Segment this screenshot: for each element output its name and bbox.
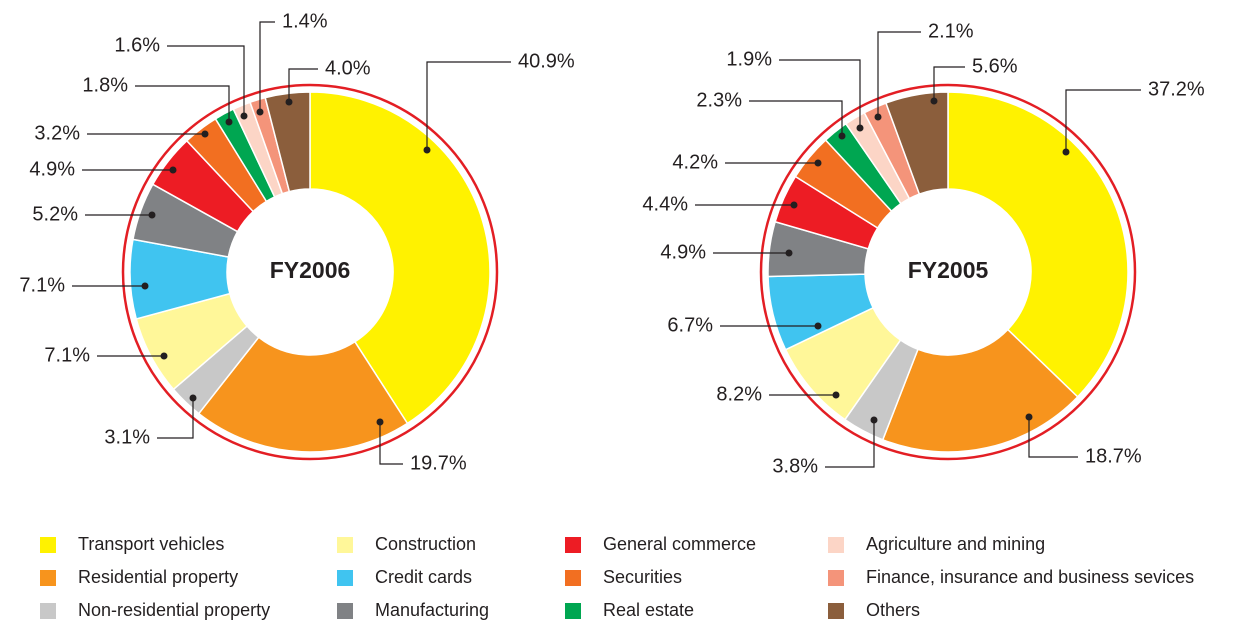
center-label: FY2006 xyxy=(270,257,351,283)
legend-swatch xyxy=(337,603,353,619)
leader-dot xyxy=(160,352,168,360)
leader-line xyxy=(749,100,843,136)
leader-line xyxy=(825,420,875,468)
legend-swatch xyxy=(565,570,581,586)
leader-dot xyxy=(256,108,264,116)
legend-swatch xyxy=(40,603,56,619)
legend-swatch xyxy=(40,570,56,586)
data-label: 3.8% xyxy=(772,455,818,477)
data-label: 1.4% xyxy=(282,10,328,32)
legend-label: Manufacturing xyxy=(375,600,489,620)
data-label: 7.1% xyxy=(44,344,90,366)
leader-line xyxy=(135,85,230,122)
legend-swatch xyxy=(565,537,581,553)
legend-swatch xyxy=(565,603,581,619)
ring xyxy=(121,83,499,461)
leader-dot xyxy=(189,394,197,402)
leader-dot xyxy=(870,416,878,424)
leader-line xyxy=(426,61,511,150)
slice xyxy=(885,91,949,196)
data-label: 37.2% xyxy=(1148,78,1205,100)
leader-dot xyxy=(814,322,822,330)
data-label: 1.8% xyxy=(82,74,128,96)
legend-label: Finance, insurance and business sevices xyxy=(866,567,1194,587)
data-label: 8.2% xyxy=(716,383,762,405)
leader-line xyxy=(1065,89,1141,152)
leader-line xyxy=(933,66,965,101)
legend-swatch xyxy=(337,537,353,553)
legend-label: Credit cards xyxy=(375,567,472,587)
leader-dot xyxy=(1062,148,1070,156)
leader-dot xyxy=(856,124,864,132)
data-label: 1.9% xyxy=(726,48,772,70)
data-label: 7.1% xyxy=(19,274,65,296)
leader-dot xyxy=(169,166,177,174)
legend-label: Agriculture and mining xyxy=(866,534,1045,554)
legend-swatch xyxy=(828,603,844,619)
center-label: FY2005 xyxy=(908,257,989,283)
leader-line xyxy=(167,45,245,116)
leader-dot xyxy=(814,159,822,167)
data-label: 2.3% xyxy=(696,89,742,111)
legend-label: Real estate xyxy=(603,600,694,620)
leader-line xyxy=(1028,417,1078,458)
legend-swatch xyxy=(40,537,56,553)
leader-dot xyxy=(240,112,248,120)
leader-dot xyxy=(930,97,938,105)
leader-dot xyxy=(1025,413,1033,421)
leader-line xyxy=(157,398,194,439)
legend-swatch xyxy=(828,570,844,586)
data-label: 1.6% xyxy=(114,34,160,56)
slice xyxy=(947,91,1129,398)
leader-dot xyxy=(785,249,793,257)
leader-line xyxy=(288,68,318,102)
data-label: 3.1% xyxy=(104,426,150,448)
leader-dot xyxy=(285,98,293,106)
legend-swatch xyxy=(337,570,353,586)
legend-label: Residential property xyxy=(78,567,238,587)
leader-line xyxy=(379,422,403,465)
data-label: 5.2% xyxy=(32,203,78,225)
slice xyxy=(309,91,491,425)
leader-dot xyxy=(376,418,384,426)
legend-label: Non-residential property xyxy=(78,600,270,620)
ring xyxy=(759,83,1137,461)
leader-dot xyxy=(141,282,149,290)
legend-swatch xyxy=(828,537,844,553)
data-label: 19.7% xyxy=(410,452,467,474)
data-label: 6.7% xyxy=(667,314,713,336)
data-label: 5.6% xyxy=(972,55,1018,77)
legend-label: General commerce xyxy=(603,534,756,554)
legend-label: Construction xyxy=(375,534,476,554)
leader-line xyxy=(779,59,861,128)
leader-line xyxy=(877,31,921,117)
data-label: 4.2% xyxy=(672,151,718,173)
data-label: 4.9% xyxy=(660,241,706,263)
leader-line xyxy=(259,21,275,112)
slice xyxy=(197,336,409,453)
data-label: 4.9% xyxy=(29,158,75,180)
data-label: 2.1% xyxy=(928,20,974,42)
data-label: 4.0% xyxy=(325,57,371,79)
leader-dot xyxy=(790,201,798,209)
legend-label: Others xyxy=(866,600,920,620)
leader-dot xyxy=(225,118,233,126)
slice xyxy=(264,91,311,193)
leader-dot xyxy=(874,113,882,121)
data-label: 18.7% xyxy=(1085,445,1142,467)
data-label: 40.9% xyxy=(518,50,575,72)
leader-dot xyxy=(832,391,840,399)
data-label: 4.4% xyxy=(642,193,688,215)
leader-dot xyxy=(423,146,431,154)
leader-dot xyxy=(201,130,209,138)
leader-dot xyxy=(148,211,156,219)
data-label: 3.2% xyxy=(34,122,80,144)
leader-dot xyxy=(838,132,846,140)
legend-label: Securities xyxy=(603,567,682,587)
legend-label: Transport vehicles xyxy=(78,534,224,554)
